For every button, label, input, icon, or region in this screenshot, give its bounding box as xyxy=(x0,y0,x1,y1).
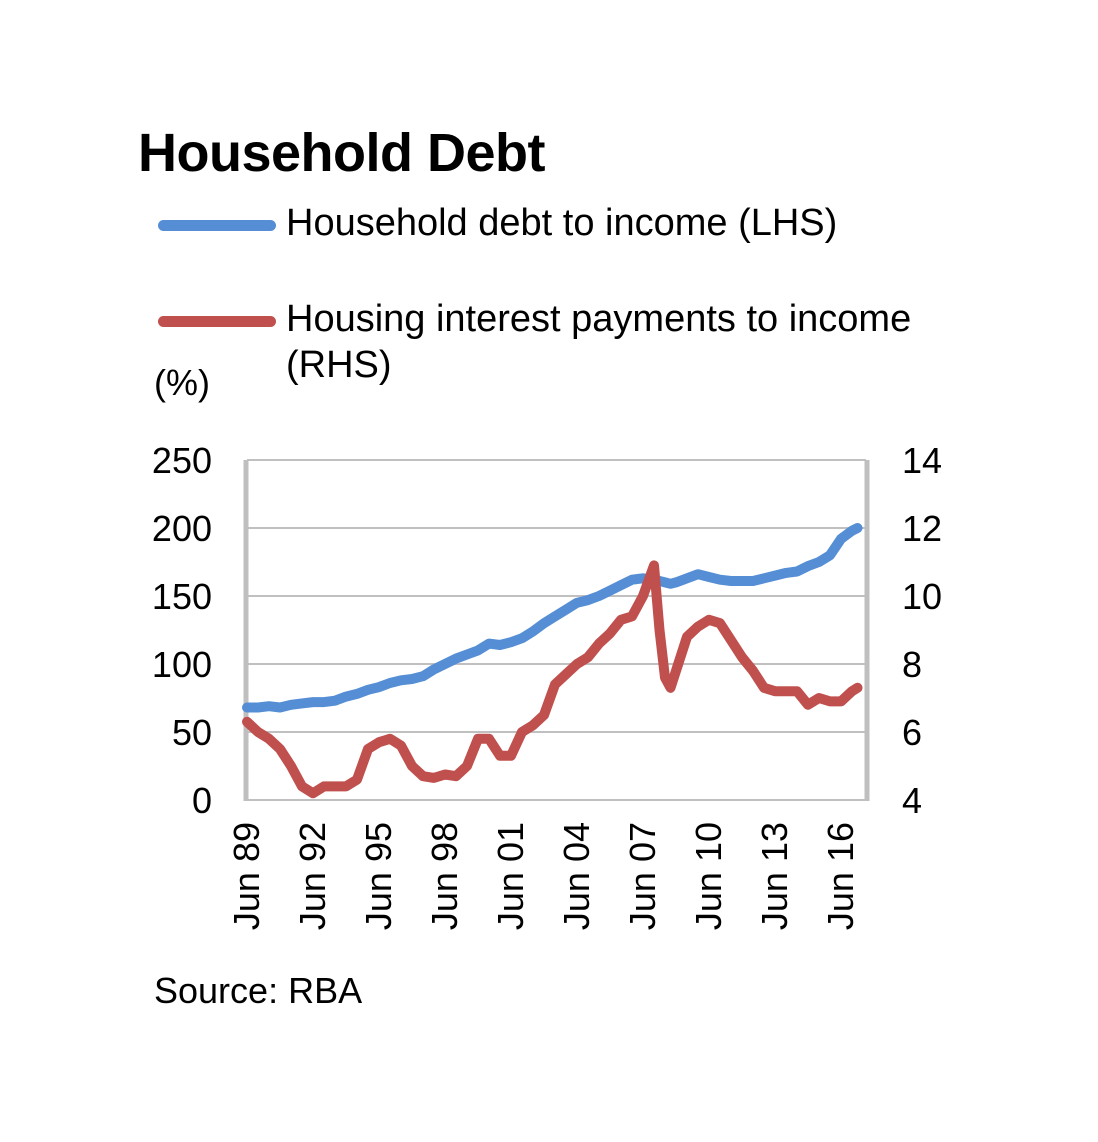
x-tick-label: Jun 95 xyxy=(358,822,399,930)
y2-tick-label: 14 xyxy=(902,440,942,481)
x-tick-label: Jun 92 xyxy=(292,822,333,930)
x-tick-label: Jun 07 xyxy=(622,822,663,930)
unit-label: (%) xyxy=(154,362,210,403)
legend-item-debt-to-income: Household debt to income (LHS) xyxy=(158,200,837,246)
y2-tick-label: 12 xyxy=(902,508,942,549)
gridlines xyxy=(247,459,866,801)
legend-item-interest-payments: Housing interest payments to income (RHS… xyxy=(158,296,911,388)
x-tick-label: Jun 04 xyxy=(556,822,597,930)
interest-payments-line xyxy=(242,560,863,799)
legend-swatch-blue xyxy=(158,220,276,231)
y-tick-label: 150 xyxy=(152,576,212,617)
y2-tick-label: 10 xyxy=(902,576,942,617)
x-tick-label: Jun 10 xyxy=(688,822,729,930)
data-lines xyxy=(242,523,863,799)
y-tick-label: 0 xyxy=(192,780,212,821)
x-axis-labels: Jun 89 Jun 92 Jun 95 Jun 98 Jun 01 Jun 04 Jun … xyxy=(226,822,861,930)
y2-tick-label: 8 xyxy=(902,644,922,685)
y2-tick-label: 4 xyxy=(902,780,922,821)
x-tick-label: Jun 13 xyxy=(754,822,795,930)
y-tick-label: 100 xyxy=(152,644,212,685)
x-tick-label: Jun 89 xyxy=(226,822,267,930)
y2-tick-label: 6 xyxy=(902,712,922,753)
debt-to-income-line xyxy=(242,523,863,713)
right-axis-labels: 4 6 8 10 12 14 xyxy=(902,440,942,821)
x-tick-label: Jun 01 xyxy=(490,822,531,930)
x-tick-label: Jun 98 xyxy=(424,822,465,930)
x-tick-label: Jun 16 xyxy=(820,822,861,930)
chart-title: Household Debt xyxy=(138,123,546,183)
source-note: Source: RBA xyxy=(154,970,363,1011)
axes xyxy=(243,460,870,801)
left-axis-labels: 0 50 100 150 200 250 xyxy=(152,440,212,821)
y-tick-label: 250 xyxy=(152,440,212,481)
legend-swatch-red xyxy=(158,316,276,327)
legend-label: Household debt to income (LHS) xyxy=(286,202,838,244)
y-tick-label: 200 xyxy=(152,508,212,549)
y-tick-label: 50 xyxy=(172,712,212,753)
legend-label: Housing interest payments to income (RHS… xyxy=(286,298,912,386)
